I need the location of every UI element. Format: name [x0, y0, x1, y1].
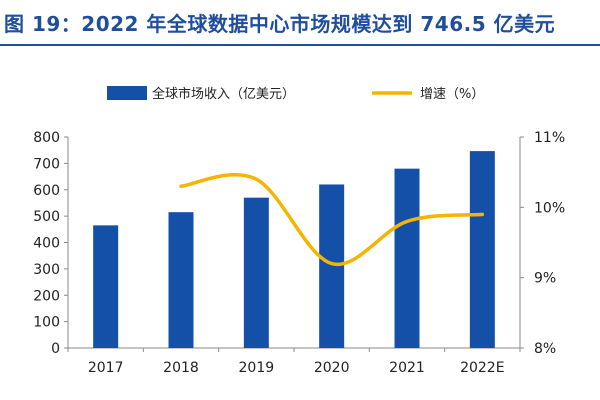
x-tick-label: 2021 — [389, 360, 425, 376]
title-divider — [0, 44, 600, 46]
y-left-tick-label: 400 — [33, 236, 60, 252]
x-axis-labels: 2017 2018 2019 2020 2021 2022E — [88, 360, 505, 376]
y-left-tick-label: 0 — [51, 341, 60, 357]
y-left-tick-label: 800 — [33, 130, 60, 146]
axes: 0 100 200 300 400 500 600 700 800 8% 9% 10% 11% — [33, 130, 565, 357]
y-right-tick-label: 11% — [534, 130, 565, 146]
y-left-tick-label: 600 — [33, 183, 60, 199]
y-left-tick-label: 300 — [33, 262, 60, 278]
y-left-tick-label: 100 — [33, 315, 60, 331]
y-right-tick-label: 10% — [534, 200, 565, 216]
x-tick-label: 2018 — [163, 360, 199, 376]
x-tick-label: 2022E — [460, 360, 504, 376]
bar-2017 — [93, 225, 119, 348]
legend: 全球市场收入（亿美元） 增速（%） — [107, 86, 484, 102]
legend-bar-swatch — [107, 86, 147, 100]
bar-2020 — [319, 184, 345, 348]
bar-2022E — [469, 151, 495, 348]
y-left-tick-label: 500 — [33, 209, 60, 225]
x-tick-label: 2017 — [88, 360, 124, 376]
legend-bar-label: 全球市场收入（亿美元） — [152, 86, 295, 102]
y-right-tick-label: 9% — [534, 271, 556, 287]
legend-line-label: 增速（%） — [420, 87, 484, 102]
y-left-tick-label: 200 — [33, 288, 60, 304]
chart: 全球市场收入（亿美元） 增速（%） 0 100 200 300 400 500 600 700 8… — [33, 86, 565, 376]
line-series — [179, 173, 485, 267]
x-tick-label: 2019 — [239, 360, 275, 376]
bar-2018 — [168, 212, 194, 348]
bar-series — [93, 151, 495, 348]
bar-2021 — [394, 168, 420, 348]
figure-title-bar: 图 19：2022 年全球数据中心市场规模达到 746.5 亿美元 — [0, 0, 600, 44]
y-left-tick-label: 700 — [33, 156, 60, 172]
figure-title: 图 19：2022 年全球数据中心市场规模达到 746.5 亿美元 — [4, 11, 556, 36]
x-tick-label: 2020 — [314, 360, 350, 376]
bar-2019 — [243, 197, 269, 348]
y-right-tick-label: 8% — [534, 341, 556, 357]
